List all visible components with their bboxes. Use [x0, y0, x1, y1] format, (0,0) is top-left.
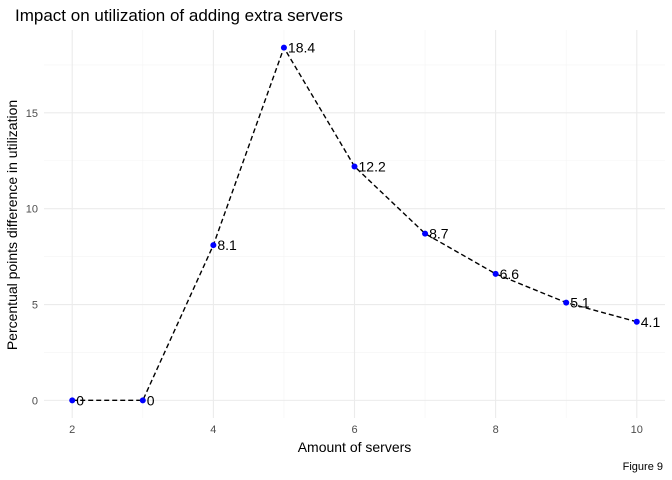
x-tick-label: 8 — [493, 424, 499, 436]
y-tick-label: 15 — [26, 108, 38, 120]
data-label: 5.1 — [570, 295, 590, 311]
data-label: 18.4 — [288, 40, 315, 56]
data-label: 0 — [76, 392, 84, 408]
data-label: 8.1 — [217, 237, 237, 253]
y-tick-label: 0 — [32, 395, 38, 407]
data-point — [139, 397, 146, 404]
x-tick-label: 10 — [631, 424, 643, 436]
data-label: 0 — [147, 392, 155, 408]
data-label: 6.6 — [500, 266, 520, 282]
data-point — [422, 230, 429, 237]
x-tick-label: 4 — [210, 424, 216, 436]
x-tick-label: 2 — [69, 424, 75, 436]
tick-labels: 2 4 6 8 10 0 5 10 15 — [26, 108, 643, 436]
data-point — [351, 163, 358, 170]
chart-title: Impact on utilization of adding extra se… — [15, 6, 343, 25]
y-tick-label: 10 — [26, 204, 38, 216]
series-line — [72, 46, 637, 402]
data-label: 12.2 — [359, 158, 386, 174]
chart-marks: 0 0 8.1 18.4 12.2 8.7 6.6 5.1 4.1 — [69, 40, 661, 408]
data-point — [210, 242, 217, 249]
y-axis-title: Percentual points difference in utilizat… — [4, 100, 20, 350]
data-label: 8.7 — [429, 226, 449, 242]
y-tick-label: 5 — [32, 300, 38, 312]
data-point — [633, 318, 640, 325]
data-point — [280, 44, 287, 51]
x-axis-title: Amount of servers — [298, 439, 412, 455]
data-point — [492, 270, 499, 277]
data-label: 4.1 — [641, 314, 661, 330]
figure-caption: Figure 9 — [623, 461, 663, 473]
x-tick-label: 6 — [351, 424, 357, 436]
data-point — [69, 397, 76, 404]
data-point — [563, 299, 570, 306]
grid — [44, 30, 665, 418]
